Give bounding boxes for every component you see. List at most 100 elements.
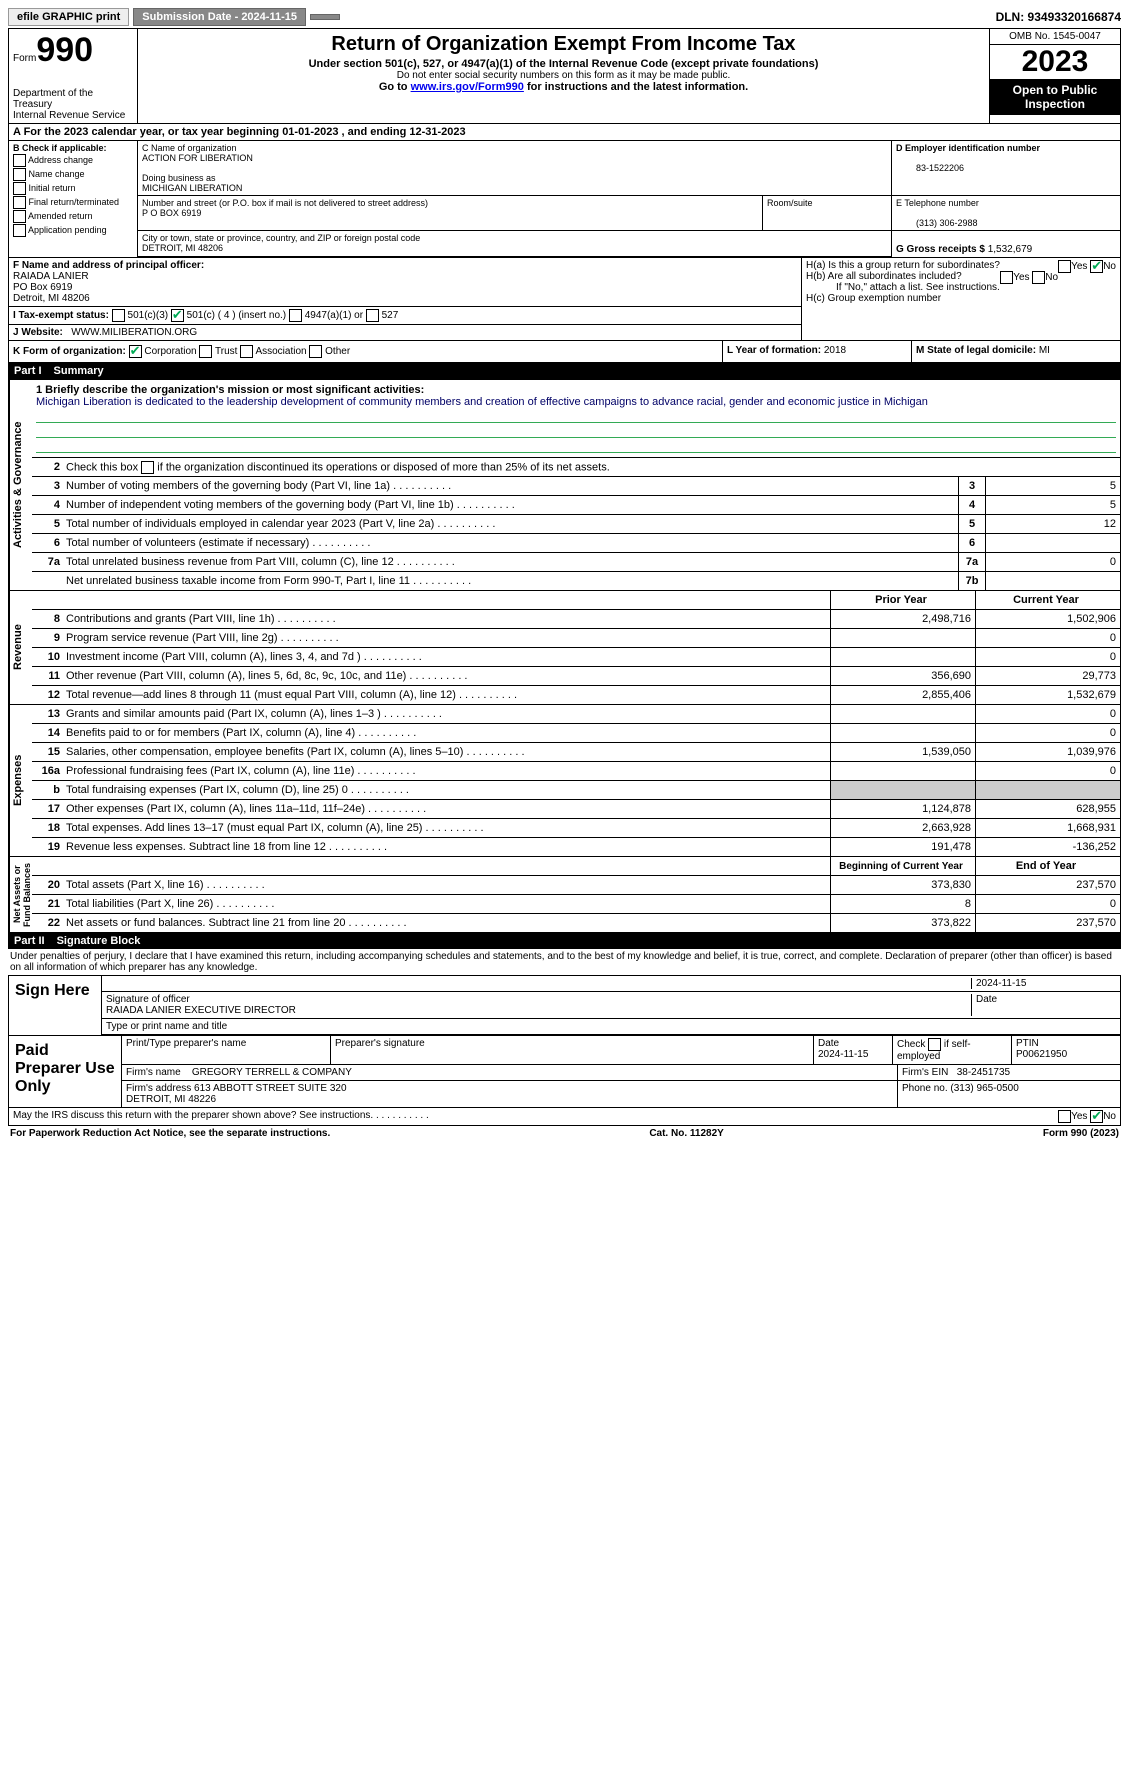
- cb-pending[interactable]: [13, 224, 26, 237]
- footer: For Paperwork Reduction Act Notice, see …: [8, 1126, 1121, 1141]
- sign-here-label: Sign Here: [9, 976, 102, 1035]
- summary-row: 15Salaries, other compensation, employee…: [32, 743, 1120, 762]
- ha-yes[interactable]: [1058, 260, 1071, 273]
- ptin: P00621950: [1016, 1049, 1067, 1060]
- efile-btn[interactable]: efile GRAPHIC print: [8, 8, 129, 26]
- summary-row: 20Total assets (Part X, line 16)373,8302…: [32, 876, 1120, 895]
- ha: H(a) Is this a group return for subordin…: [806, 260, 1000, 271]
- row-klm: K Form of organization: Corporation Trus…: [8, 341, 1121, 363]
- form-foot: Form 990 (2023): [1043, 1128, 1119, 1139]
- dept: Department of the Treasury Internal Reve…: [13, 88, 133, 121]
- cb-assoc[interactable]: [240, 345, 253, 358]
- current-year-h: Current Year: [975, 591, 1120, 609]
- vert-na: Net Assets or Fund Balances: [9, 857, 32, 932]
- summary-row: 18Total expenses. Add lines 13–17 (must …: [32, 819, 1120, 838]
- prep-sig-h: Preparer's signature: [331, 1036, 814, 1064]
- cb-corp[interactable]: [129, 345, 142, 358]
- summary-row: 21Total liabilities (Part X, line 26)80: [32, 895, 1120, 914]
- phone-label: E Telephone number: [896, 198, 979, 208]
- cb-501c[interactable]: [171, 309, 184, 322]
- cb-amended[interactable]: [13, 210, 26, 223]
- addr: P O BOX 6919: [142, 208, 201, 218]
- hb-note: If "No," attach a list. See instructions…: [806, 282, 1000, 293]
- state-domicile: MI: [1039, 345, 1050, 356]
- year-formation: 2018: [824, 345, 846, 356]
- summary-row: Net unrelated business taxable income fr…: [32, 572, 1120, 590]
- summary-row: 2Check this box if the organization disc…: [32, 458, 1120, 477]
- gov-section: Activities & Governance 1 Briefly descri…: [8, 379, 1121, 591]
- mission-text: Michigan Liberation is dedicated to the …: [36, 396, 928, 408]
- summary-row: bTotal fundraising expenses (Part IX, co…: [32, 781, 1120, 800]
- ein: 83-1522206: [896, 163, 964, 173]
- row-f-h: F Name and address of principal officer:…: [8, 258, 1121, 341]
- addr-label: Number and street (or P.O. box if mail i…: [142, 198, 428, 208]
- discuss-no[interactable]: [1090, 1110, 1103, 1123]
- vert-rev: Revenue: [9, 591, 32, 704]
- summary-row: 9Program service revenue (Part VIII, lin…: [32, 629, 1120, 648]
- ein-label: D Employer identification number: [896, 143, 1040, 153]
- k-label: K Form of organization:: [13, 346, 126, 357]
- sign-here: Sign Here 2024-11-15 Signature of office…: [8, 975, 1121, 1036]
- summary-row: 16aProfessional fundraising fees (Part I…: [32, 762, 1120, 781]
- prep-name-h: Print/Type preparer's name: [122, 1036, 331, 1064]
- ha-no[interactable]: [1090, 260, 1103, 273]
- subtitle3: Go to www.irs.gov/Form990 for instructio…: [140, 81, 987, 93]
- open-public: Open to Public Inspection: [990, 79, 1120, 115]
- gross: 1,532,679: [988, 244, 1033, 255]
- cb-527[interactable]: [366, 309, 379, 322]
- entity-grid: B Check if applicable: Address change Na…: [8, 141, 1121, 258]
- dba: MICHIGAN LIBERATION: [142, 183, 242, 193]
- room-label: Room/suite: [763, 196, 892, 231]
- topbar: efile GRAPHIC print Submission Date - 20…: [8, 8, 1121, 26]
- city: DETROIT, MI 48206: [142, 243, 223, 253]
- cb-name[interactable]: [13, 168, 26, 181]
- sig-declaration: Under penalties of perjury, I declare th…: [8, 949, 1121, 975]
- bocv-h: Beginning of Current Year: [830, 857, 975, 875]
- org-name: ACTION FOR LIBERATION: [142, 153, 253, 163]
- tax-status-label: I Tax-exempt status:: [13, 310, 109, 321]
- part2-header: Part II Signature Block: [8, 933, 1121, 949]
- prep-date: 2024-11-15: [818, 1049, 868, 1060]
- form-number: 990: [36, 31, 93, 69]
- firm-phone: (313) 965-0500: [950, 1083, 1018, 1094]
- cb-501c3[interactable]: [112, 309, 125, 322]
- cb-initial[interactable]: [13, 182, 26, 195]
- summary-row: 7aTotal unrelated business revenue from …: [32, 553, 1120, 572]
- officer-label: F Name and address of principal officer:: [13, 260, 204, 271]
- form-title: Return of Organization Exempt From Incom…: [140, 33, 987, 56]
- cb-trust[interactable]: [199, 345, 212, 358]
- summary-row: 10Investment income (Part VIII, column (…: [32, 648, 1120, 667]
- hb-no[interactable]: [1032, 271, 1045, 284]
- submission-btn[interactable]: Submission Date - 2024-11-15: [133, 8, 306, 26]
- summary-row: 5Total number of individuals employed in…: [32, 515, 1120, 534]
- website-label: J Website:: [13, 327, 63, 338]
- vert-exp: Expenses: [9, 705, 32, 856]
- summary-row: 13Grants and similar amounts paid (Part …: [32, 705, 1120, 724]
- summary-row: 19Revenue less expenses. Subtract line 1…: [32, 838, 1120, 856]
- cb-selfemp[interactable]: [928, 1038, 941, 1051]
- website-url: WWW.MILIBERATION.ORG: [71, 327, 197, 338]
- cb-other[interactable]: [309, 345, 322, 358]
- hb-yes[interactable]: [1000, 271, 1013, 284]
- cb-final[interactable]: [13, 196, 26, 209]
- cb-address[interactable]: [13, 154, 26, 167]
- section-a: A For the 2023 calendar year, or tax yea…: [8, 124, 1121, 141]
- irs-link[interactable]: www.irs.gov/Form990: [411, 81, 524, 93]
- exp-section: Expenses 13Grants and similar amounts pa…: [8, 705, 1121, 857]
- sig-officer-name: RAIADA LANIER EXECUTIVE DIRECTOR: [106, 1005, 296, 1016]
- firm-ein: 38-2451735: [957, 1067, 1010, 1078]
- summary-row: 3Number of voting members of the governi…: [32, 477, 1120, 496]
- discuss-yes[interactable]: [1058, 1110, 1071, 1123]
- col-b-title: B Check if applicable:: [13, 143, 107, 153]
- firm-name: GREGORY TERRELL & COMPANY: [192, 1067, 352, 1078]
- paid-label: Paid Preparer Use Only: [9, 1036, 122, 1107]
- sig-officer-label: Signature of officer: [106, 994, 190, 1005]
- paid-preparer: Paid Preparer Use Only Print/Type prepar…: [8, 1036, 1121, 1108]
- na-section: Net Assets or Fund Balances Beginning of…: [8, 857, 1121, 933]
- cb-4947[interactable]: [289, 309, 302, 322]
- mission-q: 1 Briefly describe the organization's mi…: [36, 384, 424, 396]
- gross-label: G Gross receipts $: [896, 244, 985, 255]
- pra: For Paperwork Reduction Act Notice, see …: [10, 1128, 330, 1139]
- tax-year: 2023: [990, 45, 1120, 79]
- sig-date: 2024-11-15: [971, 978, 1116, 989]
